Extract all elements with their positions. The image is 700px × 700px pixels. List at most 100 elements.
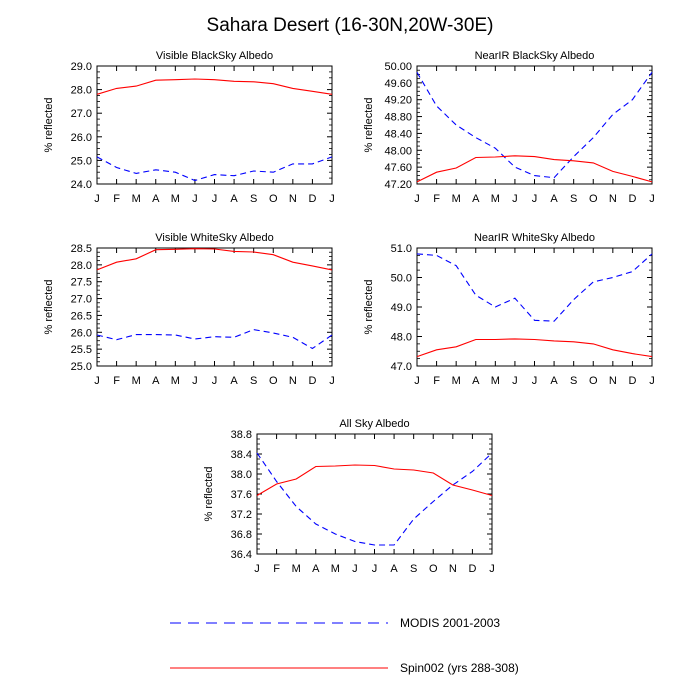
panel-3: Visible WhiteSky Albedo % reflected 25.0 25…: [43, 232, 335, 387]
series-line-modis: [96, 329, 333, 350]
x-tick-label: J: [212, 375, 218, 387]
x-tick-label: J: [532, 375, 538, 387]
y-tick-label: 47.20: [384, 179, 412, 191]
panel-title: NearIR WhiteSky Albedo: [474, 232, 595, 244]
x-tick-label: J: [512, 375, 518, 387]
x-tick-label: J: [94, 375, 100, 387]
x-tick-label: S: [250, 193, 257, 205]
panel-title: All Sky Albedo: [339, 418, 409, 430]
series-line-modis: [416, 253, 653, 322]
x-tick-label: J: [192, 375, 198, 387]
x-tick-label: O: [269, 193, 278, 205]
plot-frame: [96, 65, 333, 185]
y-tick-label: 51.0: [391, 243, 412, 255]
y-tick-label: 49.0: [391, 302, 412, 314]
x-tick-label: F: [433, 375, 440, 387]
series-line-modis: [416, 71, 653, 179]
y-tick-label: 26.5: [71, 310, 92, 322]
x-tick-label: J: [254, 563, 260, 575]
x-tick-label: J: [414, 193, 420, 205]
x-tick-label: A: [550, 193, 558, 205]
y-tick-label: 48.0: [391, 332, 412, 344]
y-tick-label: 38.8: [231, 429, 252, 441]
x-tick-label: D: [628, 375, 636, 387]
x-tick-label: S: [570, 375, 577, 387]
x-tick-label: J: [212, 193, 218, 205]
x-tick-label: J: [192, 193, 198, 205]
y-tick-label: 38.4: [231, 449, 252, 461]
x-tick-label: A: [472, 375, 480, 387]
legend: MODIS 2001-2003 Spin002 (yrs 288-308): [170, 616, 519, 675]
x-tick-label: M: [171, 375, 180, 387]
series-line-modis: [256, 452, 493, 546]
x-tick-label: M: [452, 375, 461, 387]
x-tick-label: M: [331, 563, 340, 575]
y-tick-label: 25.0: [71, 155, 92, 167]
x-tick-label: A: [472, 193, 480, 205]
plot-frame: [96, 247, 333, 367]
x-tick-label: M: [452, 193, 461, 205]
x-tick-label: M: [171, 193, 180, 205]
x-tick-label: F: [113, 193, 120, 205]
series-line-spin: [96, 78, 333, 95]
legend-label-spin: Spin002 (yrs 288-308): [400, 661, 519, 675]
series-line-spin: [416, 155, 653, 183]
x-tick-label: A: [152, 375, 160, 387]
panel-title: Visible BlackSky Albedo: [156, 50, 273, 62]
x-tick-label: N: [609, 375, 617, 387]
y-tick-label: 36.4: [231, 549, 252, 561]
x-tick-label: A: [312, 563, 320, 575]
x-tick-label: F: [433, 193, 440, 205]
x-tick-label: J: [352, 563, 358, 575]
x-tick-label: D: [628, 193, 636, 205]
x-tick-label: S: [410, 563, 417, 575]
x-tick-label: A: [390, 563, 398, 575]
y-tick-label: 49.60: [384, 78, 412, 90]
x-tick-label: M: [132, 193, 141, 205]
x-tick-label: J: [532, 193, 538, 205]
panel-4: NearIR WhiteSky Albedo % reflected 47.0 48.…: [363, 232, 655, 387]
x-tick-label: O: [269, 375, 278, 387]
y-tick-label: 25.0: [71, 361, 92, 373]
series-line-spin: [256, 464, 493, 497]
x-tick-label: N: [289, 375, 297, 387]
plot-frame: [256, 433, 493, 555]
series-line-modis: [96, 156, 333, 182]
x-tick-label: F: [273, 563, 280, 575]
y-tick-label: 28.0: [71, 85, 92, 97]
series-line-spin: [96, 248, 333, 271]
y-tick-label: 47.60: [384, 162, 412, 174]
x-tick-label: A: [550, 375, 558, 387]
x-tick-label: N: [609, 193, 617, 205]
y-axis-label: % reflected: [43, 279, 55, 334]
y-tick-label: 38.0: [231, 469, 252, 481]
x-tick-label: J: [512, 193, 518, 205]
x-tick-label: O: [429, 563, 438, 575]
y-tick-label: 50.00: [384, 61, 412, 73]
x-tick-label: A: [152, 193, 160, 205]
x-tick-label: N: [449, 563, 457, 575]
plot-frame: [416, 65, 653, 185]
y-tick-label: 37.6: [231, 489, 252, 501]
panels: Visible BlackSky Albedo % reflected 24.0 25…: [43, 50, 655, 575]
y-tick-label: 26.0: [71, 327, 92, 339]
y-tick-label: 26.0: [71, 132, 92, 144]
y-axis-label: % reflected: [363, 97, 375, 152]
plot-frame: [416, 247, 653, 367]
y-tick-label: 28.0: [71, 260, 92, 272]
x-tick-label: O: [589, 193, 598, 205]
panel-5: All Sky Albedo % reflected 36.4 36.8 37.2 37.…: [203, 418, 495, 575]
x-tick-label: J: [372, 563, 378, 575]
x-tick-label: S: [250, 375, 257, 387]
x-tick-label: N: [289, 193, 297, 205]
legend-label-modis: MODIS 2001-2003: [400, 616, 500, 630]
y-tick-label: 50.0: [391, 273, 412, 285]
x-tick-label: A: [230, 375, 238, 387]
x-tick-label: D: [468, 563, 476, 575]
series-line-spin: [416, 338, 653, 358]
x-tick-label: M: [292, 563, 301, 575]
x-tick-label: D: [308, 375, 316, 387]
x-tick-label: F: [113, 375, 120, 387]
y-tick-label: 47.0: [391, 361, 412, 373]
y-tick-label: 27.0: [71, 108, 92, 120]
